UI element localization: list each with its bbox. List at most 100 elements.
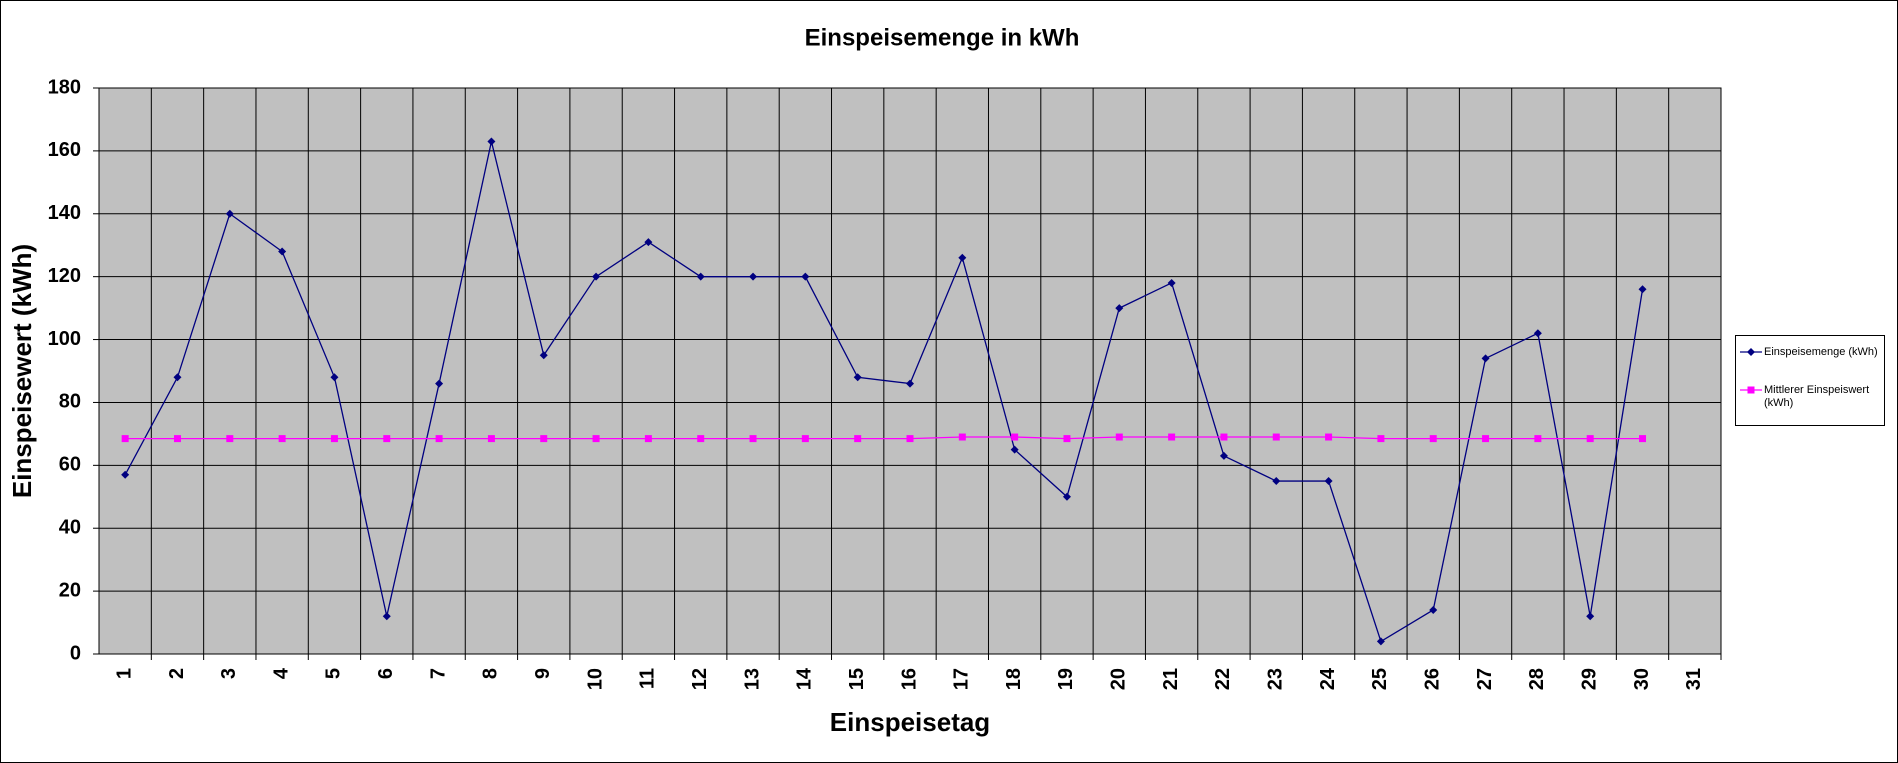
point [1062,492,1071,501]
x-tick-label: 21 [1160,668,1182,690]
legend-item: Einspeisemenge (kWh) [1740,346,1884,359]
x-tick-label: 23 [1265,668,1287,690]
point [330,435,338,443]
point [1482,435,1490,443]
x-tick-label: 26 [1422,668,1444,690]
point [853,373,862,382]
x-axis-label: Einspeisetag [830,707,990,737]
plot-border [98,87,1722,655]
point [592,435,600,443]
y-tick-label: 60 [59,454,81,476]
point [1325,433,1333,441]
point [1586,435,1594,443]
point [121,470,130,479]
point [330,373,339,382]
point [1063,435,1071,443]
point [121,435,129,443]
x-tick-label: 25 [1369,668,1391,690]
x-tick-label: 7 [427,668,449,679]
x-tick-label: 14 [794,667,816,690]
point [801,272,810,281]
x-tick-label: 9 [532,668,554,679]
x-tick-label: 6 [375,668,397,679]
y-tick-label: 0 [70,642,81,664]
point [1115,433,1123,441]
point [1115,304,1124,313]
x-tick-label: 12 [689,668,711,690]
legend-label: Einspeisemenge (kWh) [1764,346,1878,358]
y-tick-label: 140 [48,202,81,224]
y-tick-label: 120 [48,265,81,287]
point [958,433,966,441]
point [1533,329,1542,338]
point [749,435,757,443]
x-tick-label: 31 [1683,668,1705,690]
series-line [125,436,1643,440]
point [382,612,391,621]
point [1638,285,1647,294]
x-tick-label: 17 [951,668,973,690]
x-tick-label: 8 [480,668,502,679]
x-tick-label: 30 [1631,668,1653,690]
legend-marker [1747,348,1755,356]
point [958,253,967,262]
x-tick-label: 27 [1474,668,1496,690]
point [1639,435,1647,443]
x-tick-label: 15 [846,668,868,690]
series-line [124,141,1644,643]
legend-swatch [1740,386,1762,394]
point [383,435,391,443]
point [435,379,444,388]
y-tick-label: 160 [48,139,81,161]
x-tick-label: 16 [898,668,920,690]
plot-area [99,88,1721,654]
point [906,379,914,388]
x-tick-label: 5 [323,668,345,679]
point [1377,435,1385,443]
point [435,435,443,443]
point [1586,612,1595,621]
point [801,435,809,443]
x-tick-label: 19 [1055,668,1077,690]
legend: Einspeisemenge (kWh) Mittlerer Einspeiswe… [1735,335,1885,426]
point [697,435,705,443]
x-tick-label: 22 [1212,668,1234,690]
point [1167,278,1176,287]
x-tick-label: 3 [218,668,240,679]
point [487,137,496,146]
legend-marker [1747,386,1755,394]
x-tick-label: 20 [1108,668,1130,690]
point [1220,433,1228,441]
x-tick-label: 11 [637,668,659,689]
point [1429,435,1437,443]
point [1481,354,1490,363]
point [1429,605,1438,614]
point [173,435,181,443]
x-tick-label: 24 [1317,667,1339,690]
x-tick-label: 29 [1578,668,1600,690]
point [1010,445,1019,454]
x-tick-label: 10 [584,668,606,690]
point [644,435,652,443]
x-tick-label: 18 [1003,668,1025,690]
y-tick-label: 100 [48,328,81,350]
point [540,435,548,443]
point [1219,451,1228,460]
x-tick-label: 28 [1526,668,1548,690]
y-tick-label: 180 [48,76,81,98]
legend-swatch [1740,348,1762,356]
point [1376,637,1385,646]
y-tick-label: 20 [59,579,81,601]
point [854,435,862,443]
point [278,247,287,256]
y-tick-label: 40 [59,517,81,539]
point [696,272,705,281]
x-tick-label: 2 [166,668,188,679]
y-axis-label: Einspeisewert (kWh) [7,244,37,498]
point [173,373,182,382]
point [1534,435,1542,443]
chart-title: Einspeisemenge in kWh [805,24,1080,51]
point [644,238,653,247]
